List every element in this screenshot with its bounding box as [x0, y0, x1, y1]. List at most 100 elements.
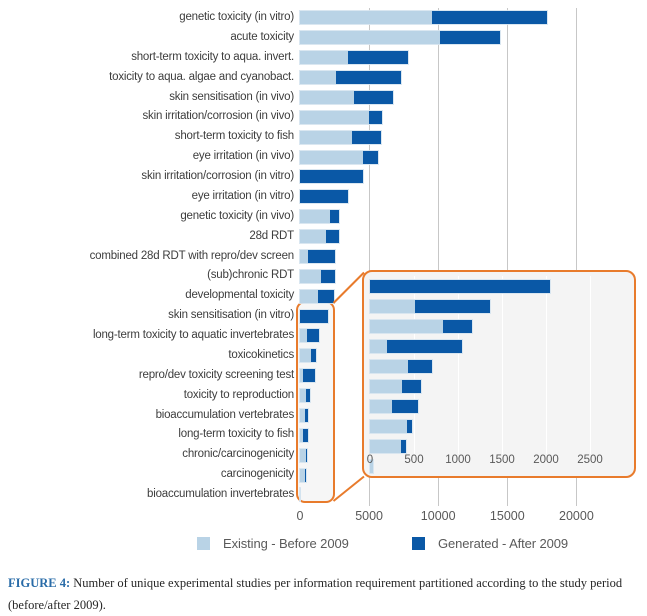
bar-row: skin sensitisation (in vitro): [0, 306, 647, 326]
generated-segment: [354, 90, 394, 104]
generated-segment: [443, 320, 473, 333]
bar-row: carcinogenicity: [0, 465, 647, 485]
generated-segment: [306, 389, 310, 403]
bar-row: repro/dev toxicity screening test: [0, 366, 647, 386]
generated-segment: [329, 210, 340, 224]
generated-swatch: [412, 537, 425, 550]
category-label: skin sensitisation (in vitro): [168, 309, 294, 322]
stacked-bar: [298, 229, 341, 245]
stacked-bar: [298, 70, 403, 86]
bar-track: [299, 427, 647, 443]
inset-axis-tick-label: 2000: [533, 454, 559, 466]
generated-segment: [302, 369, 315, 383]
stacked-bar: [299, 427, 309, 443]
existing-segment: [370, 380, 403, 393]
stacked-bar: [298, 348, 318, 364]
figure-caption: FIGURE 4: Number of unique experimental …: [8, 572, 641, 616]
bar-row: long-term toxicity to fish: [0, 425, 647, 445]
stacked-bar: [299, 248, 336, 264]
existing-segment: [300, 329, 308, 343]
generated-segment: [303, 428, 308, 442]
bar-track: [299, 328, 647, 344]
axis-tick-label: 10000: [420, 509, 456, 523]
caption-prefix: FIGURE 4:: [8, 576, 71, 590]
stacked-bar: [299, 447, 308, 463]
inset-bar-row: [369, 419, 632, 438]
generated-segment: [392, 400, 418, 413]
existing-segment: [300, 51, 349, 65]
category-label: eye irritation (in vitro): [191, 189, 295, 202]
bar-track: [298, 308, 647, 324]
bar-track: [299, 268, 647, 284]
existing-segment: [300, 289, 319, 303]
stacked-bar: [299, 50, 409, 66]
bar-row: acute toxicity: [0, 28, 647, 48]
category-label: toxicity to reproduction: [183, 388, 294, 401]
generated-segment: [407, 420, 412, 433]
category-label: carcinogenicity: [220, 468, 294, 481]
legend-label-generated: Generated - After 2009: [438, 536, 569, 551]
axis-tick-label: 0: [296, 509, 304, 523]
existing-segment: [300, 31, 441, 45]
bar-track: [298, 30, 647, 46]
stacked-bar: [298, 308, 330, 324]
bar-track: [298, 209, 647, 225]
stacked-bar: [299, 368, 316, 384]
category-label: 28d RDT: [249, 229, 294, 242]
bar-track: [299, 189, 647, 205]
stacked-bar: [368, 359, 434, 374]
inset-bar-row: [368, 439, 632, 458]
generated-segment: [400, 440, 407, 453]
inset-gridline: [502, 276, 503, 454]
bar-row: skin sensitisation (in vivo): [0, 88, 647, 108]
category-label: combined 28d RDT with repro/dev screen: [89, 249, 295, 262]
stacked-bar: [299, 288, 335, 304]
inset-axis-tick-label: 500: [404, 454, 424, 466]
bar-track: [299, 109, 647, 125]
stacked-bar: [298, 169, 365, 185]
generated-segment: [335, 71, 402, 85]
bar-row: toxicity to aqua. algae and cyanobact.: [0, 68, 647, 88]
inset-bar-row: [369, 399, 632, 418]
bar-row: long-term toxicity to aquatic invertebra…: [0, 326, 647, 346]
generated-segment: [300, 170, 364, 184]
legend-label-existing: Existing - Before 2009: [223, 536, 349, 551]
bar-track: [299, 50, 647, 66]
category-label: bioaccumulation vertebrates: [155, 408, 295, 421]
axis-tick-label: 20000: [559, 509, 594, 523]
stacked-bar: [299, 109, 383, 125]
generated-segment: [305, 408, 308, 422]
inset-rows: [368, 278, 632, 478]
existing-segment: [370, 300, 415, 313]
bar-row: genetic toxicity (in vitro): [0, 8, 647, 28]
bar-row: chronic/carcinogenicity: [0, 445, 647, 465]
existing-segment: [300, 468, 305, 482]
existing-segment: [300, 210, 330, 224]
category-label: skin sensitisation (in vivo): [169, 90, 294, 103]
bar-track: [298, 70, 647, 86]
existing-segment: [300, 71, 336, 85]
bar-row: toxicity to reproduction: [0, 386, 647, 406]
generated-segment: [325, 230, 340, 244]
inset-bar-row: [369, 299, 632, 318]
category-label: skin irritation/corrosion (in vivo): [142, 110, 295, 123]
inset-bar-row: [369, 279, 632, 298]
generated-segment: [300, 309, 329, 323]
inset-axis-tick-label: 1500: [489, 454, 515, 466]
stacked-bar: [369, 399, 419, 414]
generated-segment: [431, 11, 547, 25]
generated-segment: [386, 340, 463, 353]
stacked-bar: [369, 419, 413, 434]
existing-segment: [300, 130, 353, 144]
existing-segment: [300, 428, 304, 442]
inset-bar-row: [368, 359, 632, 378]
generated-segment: [305, 448, 307, 462]
bar-track: [299, 388, 647, 404]
main-rows: genetic toxicity (in vitro) acute toxicit…: [0, 8, 647, 505]
stacked-bar: [298, 209, 341, 225]
category-label: long-term toxicity to aquatic invertebra…: [92, 329, 294, 341]
bar-track: [298, 89, 647, 105]
existing-segment: [300, 448, 306, 462]
bar-row: bioaccumulation invertebrates: [0, 485, 647, 505]
